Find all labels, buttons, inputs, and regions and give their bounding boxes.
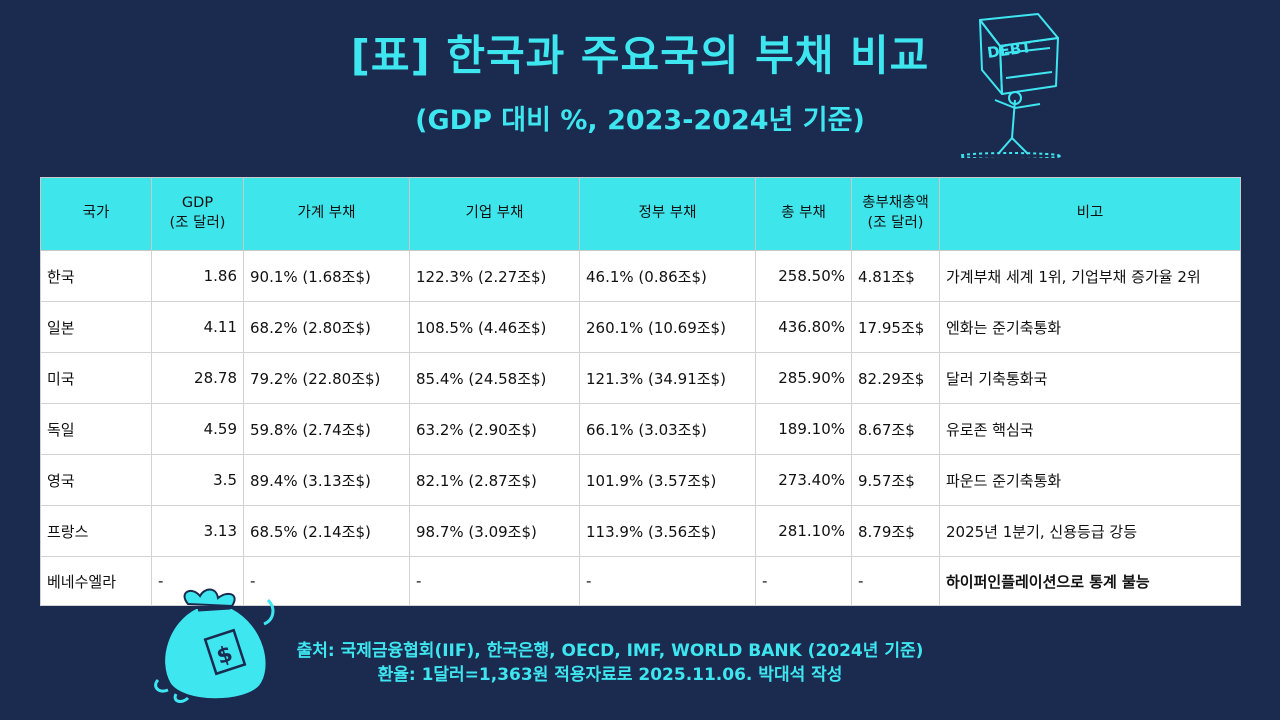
table-row: 일본 4.11 68.2% (2.80조$) 108.5% (4.46조$) 2… <box>40 301 1241 353</box>
cell-total-amount: 82.29조$ <box>851 352 940 404</box>
cell-total: 258.50% <box>755 250 852 302</box>
cell-total-amount: - <box>851 556 940 606</box>
money-bag-icon: $ <box>154 588 275 703</box>
cell-country: 미국 <box>40 352 152 404</box>
cell-government: 121.3% (34.91조$) <box>579 352 756 404</box>
page-title: [표] 한국과 주요국의 부채 비교 <box>350 31 930 80</box>
header-country: 국가 <box>40 177 152 251</box>
cell-total-amount: 8.67조$ <box>851 403 940 455</box>
table-row: 미국 28.78 79.2% (22.80조$) 85.4% (24.58조$)… <box>40 352 1241 404</box>
cell-gdp: 4.59 <box>151 403 244 455</box>
cell-note: 유로존 핵심국 <box>939 403 1241 455</box>
header-gdp-line2: (조 달러) <box>169 215 226 231</box>
cell-total-amount: 17.95조$ <box>851 301 940 353</box>
table-row: 독일 4.59 59.8% (2.74조$) 63.2% (2.90조$) 66… <box>40 403 1241 455</box>
cell-corporate: 122.3% (2.27조$) <box>409 250 580 302</box>
cell-total-amount: 9.57조$ <box>851 454 940 506</box>
cell-government: 113.9% (3.56조$) <box>579 505 756 557</box>
cell-country: 영국 <box>40 454 152 506</box>
source-note: 출처: 국제금융협회(IIF), 한국은행, OECD, IMF, WORLD … <box>296 641 924 661</box>
cell-household: 79.2% (22.80조$) <box>243 352 410 404</box>
header-total-amount-line1: 총부채총액 <box>862 195 929 212</box>
table-header-row: 국가 GDP (조 달러) 가계 부채 기업 부채 정부 부채 총 부채 총부채총… <box>40 177 1241 251</box>
cell-total-amount: 8.79조$ <box>851 505 940 557</box>
table-row: 영국 3.5 89.4% (3.13조$) 82.1% (2.87조$) 101… <box>40 454 1241 506</box>
cell-note: 가계부채 세계 1위, 기업부채 증가율 2위 <box>939 250 1241 302</box>
cell-note: 달러 기축통화국 <box>939 352 1241 404</box>
cell-household: 59.8% (2.74조$) <box>243 403 410 455</box>
header-gdp: GDP (조 달러) <box>151 177 244 251</box>
cell-corporate: 108.5% (4.46조$) <box>409 301 580 353</box>
debt-comparison-table: 국가 GDP (조 달러) 가계 부채 기업 부채 정부 부채 총 부채 총부채총… <box>40 177 1241 606</box>
debt-cube-icon: DEBT <box>959 13 1061 158</box>
cell-country: 프랑스 <box>40 505 152 557</box>
cell-gdp: 3.13 <box>151 505 244 557</box>
cell-total-amount: 4.81조$ <box>851 250 940 302</box>
cell-household: 68.5% (2.14조$) <box>243 505 410 557</box>
cell-total: 281.10% <box>755 505 852 557</box>
cell-total: 436.80% <box>755 301 852 353</box>
cell-household: 90.1% (1.68조$) <box>243 250 410 302</box>
cell-government: 101.9% (3.57조$) <box>579 454 756 506</box>
cell-government: 46.1% (0.86조$) <box>579 250 756 302</box>
cell-corporate: - <box>409 556 580 606</box>
exchange-rate-note: 환율: 1달러=1,363원 적용자료로 2025.11.06. 박대석 작성 <box>377 665 843 685</box>
debt-label: DEBT <box>986 38 1033 62</box>
cell-country: 한국 <box>40 250 152 302</box>
cell-total: 285.90% <box>755 352 852 404</box>
cell-gdp: 1.86 <box>151 250 244 302</box>
header-corporate: 기업 부채 <box>409 177 580 251</box>
cell-country: 베네수엘라 <box>40 556 152 606</box>
cell-note: 2025년 1분기, 신용등급 강등 <box>939 505 1241 557</box>
header-gdp-line1: GDP <box>181 195 214 212</box>
cell-government: 260.1% (10.69조$) <box>579 301 756 353</box>
cell-total: 189.10% <box>755 403 852 455</box>
header-total: 총 부채 <box>755 177 852 251</box>
cell-government: 66.1% (3.03조$) <box>579 403 756 455</box>
cell-note: 하이퍼인플레이션으로 통계 불능 <box>939 556 1241 606</box>
header-note: 비고 <box>939 177 1241 251</box>
svg-text:$: $ <box>214 641 236 670</box>
cell-gdp: 3.5 <box>151 454 244 506</box>
cell-gdp: 4.11 <box>151 301 244 353</box>
cell-total: - <box>755 556 852 606</box>
cell-gdp: 28.78 <box>151 352 244 404</box>
cell-government: - <box>579 556 756 606</box>
cell-note: 엔화는 준기축통화 <box>939 301 1241 353</box>
cell-corporate: 85.4% (24.58조$) <box>409 352 580 404</box>
table-row: 프랑스 3.13 68.5% (2.14조$) 98.7% (3.09조$) 1… <box>40 505 1241 557</box>
header-government: 정부 부채 <box>579 177 756 251</box>
cell-country: 독일 <box>40 403 152 455</box>
page-subtitle: (GDP 대비 %, 2023-2024년 기준) <box>415 105 865 136</box>
cell-corporate: 82.1% (2.87조$) <box>409 454 580 506</box>
cell-corporate: 98.7% (3.09조$) <box>409 505 580 557</box>
table-row: 베네수엘라 - - - - - - 하이퍼인플레이션으로 통계 불능 <box>40 556 1241 606</box>
table-row: 한국 1.86 90.1% (1.68조$) 122.3% (2.27조$) 4… <box>40 250 1241 302</box>
cell-corporate: 63.2% (2.90조$) <box>409 403 580 455</box>
cell-total: 273.40% <box>755 454 852 506</box>
cell-household: 89.4% (3.13조$) <box>243 454 410 506</box>
cell-note: 파운드 준기축통화 <box>939 454 1241 506</box>
header-total-amount: 총부채총액 (조 달러) <box>851 177 940 251</box>
cell-household: 68.2% (2.80조$) <box>243 301 410 353</box>
header-household: 가계 부채 <box>243 177 410 251</box>
cell-country: 일본 <box>40 301 152 353</box>
header-total-amount-line2: (조 달러) <box>867 215 924 231</box>
